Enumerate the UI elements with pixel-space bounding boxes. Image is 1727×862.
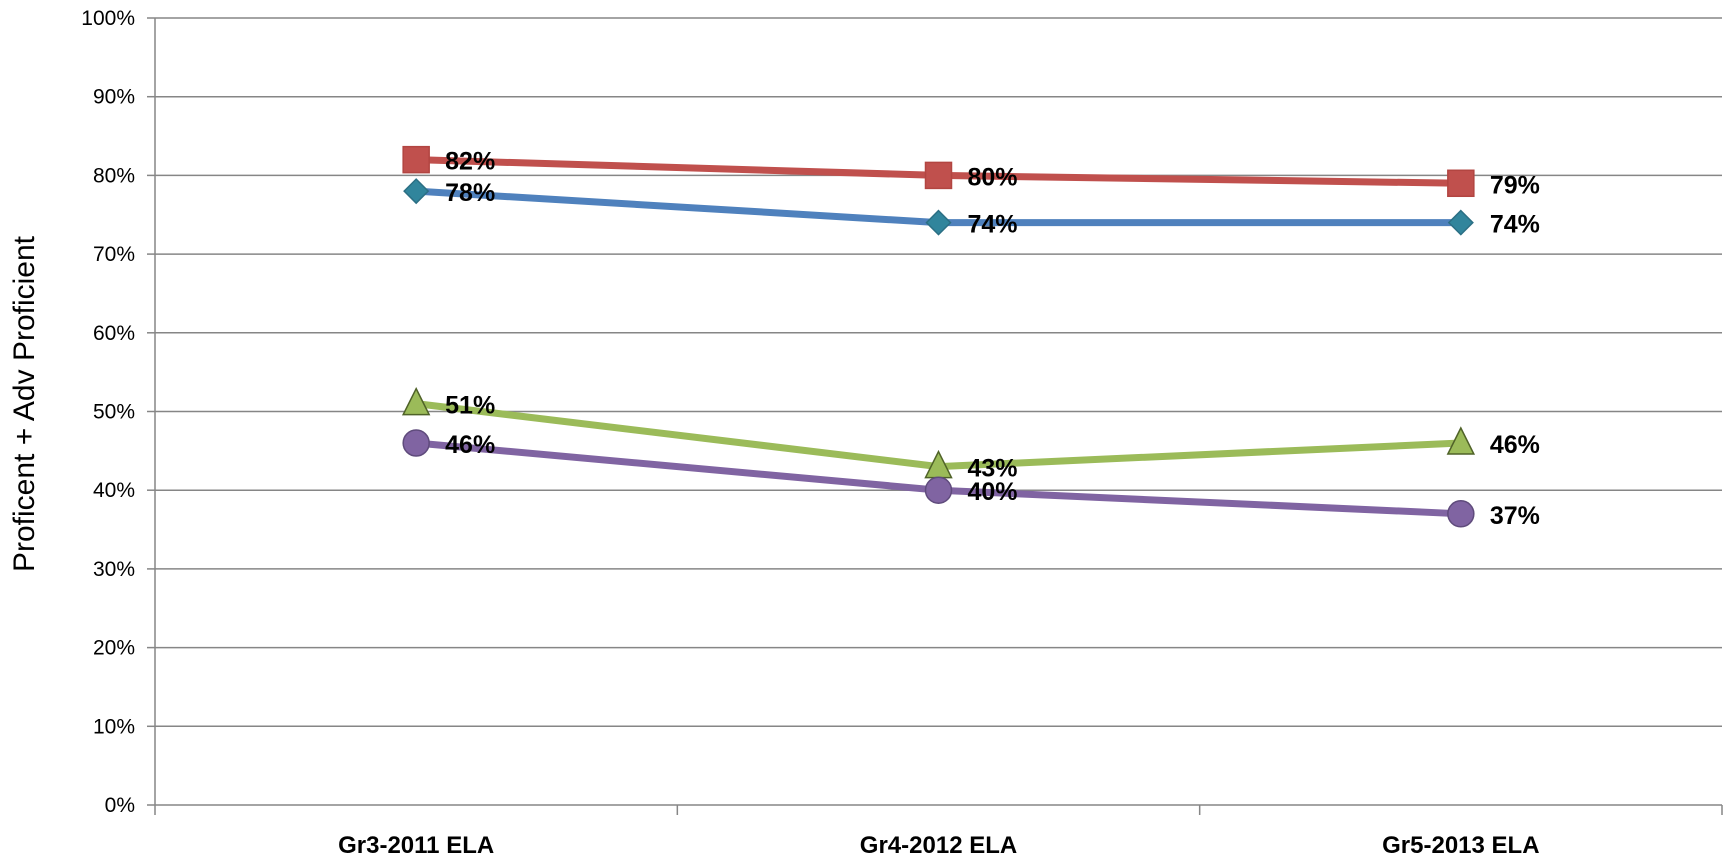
y-tick-label: 60% — [93, 322, 135, 345]
data-label: 46% — [1490, 431, 1540, 459]
y-tick-label: 30% — [93, 558, 135, 581]
data-point-diamond — [1447, 209, 1474, 236]
data-label: 37% — [1490, 502, 1540, 530]
data-point-diamond — [403, 178, 430, 205]
y-tick-label: 80% — [93, 164, 135, 187]
y-tick-label: 100% — [81, 7, 135, 30]
data-label: 43% — [968, 455, 1018, 483]
gridlines — [155, 17, 1722, 728]
y-tick-label: 20% — [93, 637, 135, 660]
data-label: 82% — [445, 148, 495, 176]
y-axis-title: Proficent + Adv Proficient — [8, 235, 41, 572]
data-point-diamond — [925, 209, 952, 236]
x-tick-label: Gr4-2012 ELA — [860, 832, 1017, 859]
data-point-circle — [402, 429, 430, 457]
series-group — [401, 145, 1476, 528]
axes: 0% 10% 20% 30% 40% 50% 60% 70% 80% 90% 100% Gr3-201… — [81, 7, 1723, 859]
data-label: 74% — [1490, 211, 1540, 239]
data-point-square — [924, 161, 953, 190]
y-tick-label: 10% — [93, 715, 135, 738]
y-tick-label: 0% — [105, 794, 135, 817]
data-point-circle — [924, 476, 953, 504]
data-point-triangle — [401, 386, 431, 416]
data-label: 40% — [968, 478, 1018, 506]
y-tick-label: 50% — [93, 401, 135, 424]
data-point-square — [1447, 169, 1475, 198]
data-label: 46% — [445, 431, 495, 459]
y-tick-label: 90% — [93, 86, 135, 109]
data-label: 79% — [1490, 171, 1540, 199]
data-point-circle — [1447, 500, 1475, 528]
x-tick-label: Gr5-2013 ELA — [1382, 832, 1539, 859]
data-point-square — [402, 145, 430, 174]
data-label: 74% — [968, 211, 1018, 239]
data-label: 51% — [445, 392, 495, 420]
data-point-triangle — [1446, 426, 1476, 455]
data-label: 78% — [445, 179, 495, 207]
x-tick-label: Gr3-2011 ELA — [338, 832, 494, 859]
y-tick-label: 40% — [93, 479, 135, 502]
data-label: 80% — [968, 163, 1018, 191]
data-labels: 82% 80% 79% 78% 74% 74% 51% 43% 46% 46% 40% 37% — [445, 148, 1540, 530]
y-tick-label: 70% — [93, 243, 135, 266]
